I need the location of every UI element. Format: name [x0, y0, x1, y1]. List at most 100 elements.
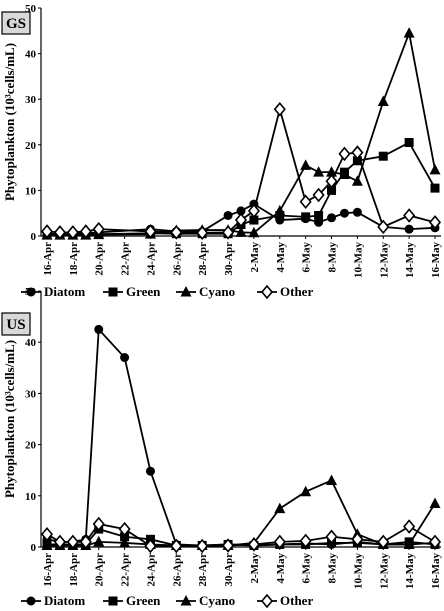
legend-label-green: Green: [126, 284, 161, 299]
data-point-other: [222, 225, 235, 240]
data-point-other: [40, 224, 54, 239]
y-axis-label: Phytoplankton (10³cells/mL): [2, 43, 17, 201]
data-point-other: [222, 538, 235, 553]
y-tick-label: 40: [25, 337, 37, 349]
data-point-green: [404, 138, 414, 148]
x-tick-label: 14-May: [404, 553, 416, 590]
data-point-diatom: [352, 207, 362, 217]
legend: Diatom Green Cyano Other: [21, 284, 313, 300]
data-point-green: [378, 151, 388, 161]
data-point-other: [273, 101, 286, 117]
y-axis-label: Phytoplankton (10³cells/mL): [2, 340, 17, 498]
x-tick-label: 4-May: [275, 553, 287, 584]
x-tick-label: 22-Apr: [120, 553, 132, 587]
legend-label-diatom: Diatom: [44, 593, 85, 608]
data-point-other: [273, 534, 286, 550]
data-point-cyano: [235, 226, 247, 237]
data-point-diatom: [120, 353, 130, 363]
data-point-cyano: [403, 538, 415, 549]
x-tick-label: 30-Apr: [223, 242, 235, 276]
legend-marker-other: [260, 593, 274, 609]
legend-label-other: Other: [280, 593, 313, 608]
y-tick-label: 20: [25, 440, 37, 452]
data-point-cyano: [429, 163, 441, 175]
legend-marker-diatom: [26, 287, 36, 297]
data-point-other: [377, 534, 390, 550]
legend-label-green: Green: [126, 593, 161, 608]
data-point-green: [275, 210, 285, 220]
x-tick-label: 16-May: [430, 242, 442, 279]
y-tick-label: 30: [25, 94, 37, 106]
legend-marker-green: [108, 596, 118, 606]
series-other: [40, 101, 442, 241]
legend-label-other: Other: [280, 284, 313, 299]
data-point-green: [301, 212, 311, 222]
x-tick-label: 16-May: [430, 553, 442, 590]
data-point-diatom: [339, 208, 349, 218]
legend-label-cyano: Cyano: [199, 593, 235, 608]
data-point-green: [314, 210, 324, 220]
data-point-other: [118, 521, 131, 537]
data-point-other: [170, 538, 183, 554]
data-point-other: [428, 534, 442, 550]
x-tick-label: 10-May: [352, 242, 364, 279]
data-point-other: [403, 519, 416, 534]
data-point-other: [196, 225, 209, 241]
x-tick-label: 16-Apr: [42, 242, 54, 276]
y-tick-label: 10: [25, 491, 37, 503]
x-tick-label: 14-May: [404, 242, 416, 279]
data-point-cyano: [274, 502, 286, 514]
data-point-diatom: [236, 206, 246, 216]
legend-label-diatom: Diatom: [44, 284, 85, 299]
x-tick-label: 12-May: [378, 242, 390, 279]
data-point-other: [79, 534, 92, 550]
y-tick-label: 50: [25, 3, 37, 15]
x-tick-label: 22-Apr: [120, 242, 132, 276]
x-tick-label: 2-May: [249, 553, 261, 584]
x-tick-label: 18-Apr: [68, 553, 80, 587]
x-tick-label: 20-Apr: [94, 553, 106, 587]
data-point-other: [351, 145, 364, 160]
x-tick-label: 28-Apr: [197, 242, 209, 276]
data-point-green: [430, 183, 440, 193]
x-tick-label: 20-Apr: [94, 242, 106, 276]
chart-panel-gs: 0 10 20 30 40 50 16-Apr 18-Apr 20-Apr 22-Apr 24-Ap…: [1, 3, 442, 300]
data-point-green: [120, 532, 130, 542]
x-tick-label: 6-May: [301, 553, 313, 584]
data-point-other: [92, 221, 105, 237]
data-point-other: [338, 146, 351, 162]
y-tick-label: 10: [25, 185, 37, 197]
y-tick-label: 40: [25, 49, 37, 61]
data-point-diatom: [94, 324, 104, 334]
data-point-green: [352, 156, 362, 166]
panel-label-box: [1, 11, 31, 35]
data-point-cyano: [119, 536, 131, 548]
data-point-other: [403, 208, 416, 223]
y-tick-label: 20: [25, 140, 37, 152]
data-point-cyano: [41, 539, 53, 550]
data-point-other: [312, 187, 325, 203]
x-tick-label: 6-May: [301, 242, 313, 273]
data-point-other: [247, 537, 260, 552]
x-tick-label: 30-Apr: [223, 553, 235, 587]
chart-panel-us: 0 10 20 30 40 50 16-Apr 18-Apr 20-Apr 22-Apr 24-Ap…: [1, 286, 442, 609]
x-tick-label: 28-Apr: [197, 553, 209, 587]
data-point-green: [327, 185, 337, 195]
y-tick-label: 0: [31, 231, 37, 243]
data-point-other: [428, 215, 442, 230]
x-tick-label: 18-Apr: [68, 242, 80, 276]
data-point-other: [53, 225, 66, 240]
data-point-other: [234, 212, 248, 228]
data-point-cyano: [338, 168, 350, 179]
panel-label-box: [1, 312, 31, 336]
data-point-cyano: [403, 27, 415, 38]
data-point-cyano: [274, 204, 286, 216]
panel-label: US: [6, 317, 25, 333]
data-point-other: [144, 224, 157, 239]
legend: Diatom Green Cyano Other: [21, 593, 313, 609]
x-tick-label: 16-Apr: [42, 553, 54, 587]
x-tick-label: 24-Apr: [145, 242, 157, 276]
x-tick-label: 24-Apr: [145, 553, 157, 587]
